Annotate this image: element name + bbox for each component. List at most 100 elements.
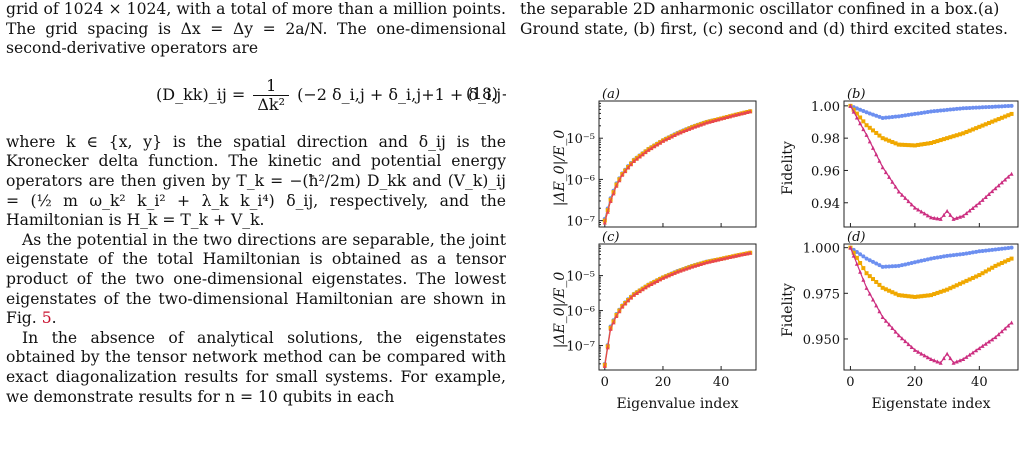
data-point [893,141,898,146]
plot-frame [598,243,757,371]
data-point [922,141,927,146]
data-point [980,343,985,348]
data-point [970,127,975,132]
data-point [631,158,636,163]
data-point [919,351,924,356]
data-point [961,252,966,257]
x-tick-label: 20 [655,375,672,390]
data-point [964,278,969,283]
panel-label: (c) [602,230,619,245]
data-point [954,133,959,138]
data-point [948,356,953,361]
equation-number: (18) [465,84,498,103]
data-point [848,103,853,108]
data-point [987,120,991,125]
data-point [637,289,642,294]
data-point [871,112,875,117]
data-point [623,301,628,306]
data-point [864,285,869,290]
data-point [748,109,753,114]
data-point [736,112,741,117]
data-point [961,131,966,136]
data-point [883,170,888,175]
data-point [851,109,856,114]
data-point [742,251,747,256]
y-tick-label: 10⁻⁶ [566,305,595,320]
data-point [980,105,985,110]
data-point [1009,103,1014,108]
data-point [611,320,616,325]
data-point [669,272,674,277]
data-point [925,109,930,114]
data-point [874,279,879,284]
data-point [871,259,875,264]
data-point [719,116,724,121]
data-point [675,131,680,136]
data-point [929,109,933,114]
left-text-column: grid of 1024 × 1024, with a total of mor… [6,0,506,449]
data-point [871,277,875,282]
data-point [655,142,660,147]
data-point [941,356,946,361]
data-point [900,142,904,147]
y-tick-label: 0.98 [811,132,840,147]
data-point [996,104,1001,109]
data-point [999,329,1004,334]
data-point [896,293,901,298]
data-point [1009,245,1014,250]
data-point [620,172,625,177]
data-point [681,129,686,134]
data-point [909,294,914,299]
data-point [935,359,940,364]
data-point [716,117,721,122]
data-point [929,357,933,362]
right-column: the separable 2D anharmonic oscillator c… [512,0,1029,449]
data-point [883,318,888,323]
data-point [954,359,959,364]
data-point [958,132,962,137]
data-point [906,294,911,299]
y-axis-label: |ΔE_0|/E_0 [552,272,568,349]
data-point [687,126,692,131]
plot-frame [843,100,1019,228]
figure-ref-link[interactable]: 5 [41,309,52,328]
data-point [742,110,747,115]
data-point [626,165,631,170]
data-point [987,104,991,109]
data-point [658,277,663,282]
data-point [929,293,933,298]
data-point [890,140,895,145]
y-tick-label: 0.96 [811,164,840,179]
y-tick-label: 1.000 [803,242,840,257]
data-point [854,111,859,116]
data-point [637,154,642,159]
data-point [739,111,744,116]
data-point [929,256,933,261]
data-point [996,247,1001,252]
data-point [880,264,885,269]
data-point [660,275,665,280]
data-point [987,267,991,272]
data-point [974,274,979,279]
data-point [967,128,972,133]
data-point [704,120,709,125]
data-point [727,114,732,119]
y-axis-label: Fidelity [780,141,796,195]
data-point [890,290,895,295]
data-point [634,156,639,161]
data-point [649,146,654,151]
data-point [896,263,901,268]
data-point [903,195,908,200]
data-point [990,189,995,194]
data-point [649,281,654,286]
data-point [652,144,657,149]
data-point [745,251,750,256]
data-point [964,211,969,216]
data-point [938,108,943,113]
data-point [993,186,998,191]
data-point [617,178,622,183]
data-point [871,128,875,133]
data-point [745,109,750,114]
data-point [646,283,651,288]
data-point [861,119,866,124]
